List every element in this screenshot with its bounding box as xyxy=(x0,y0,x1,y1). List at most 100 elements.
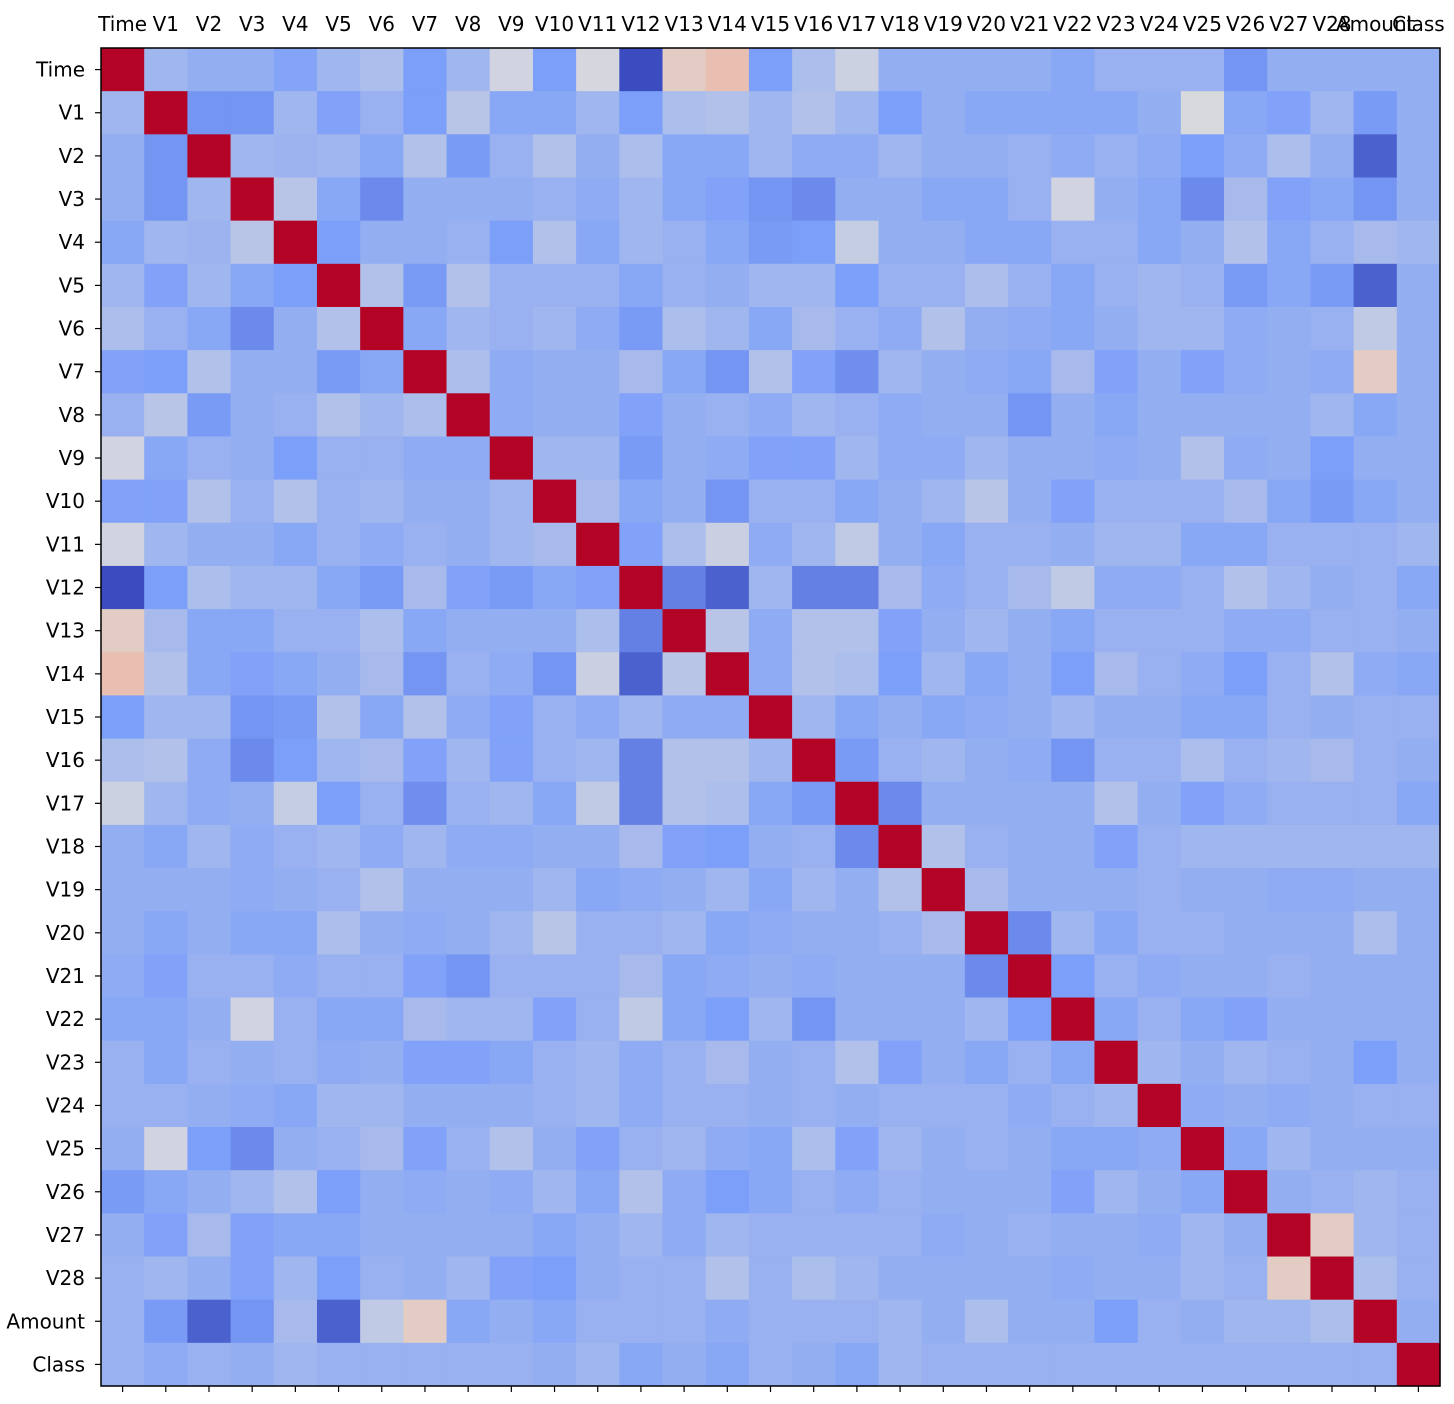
heatmap-cell-V23-V2 xyxy=(187,1040,232,1085)
heatmap-cell-V7-V24 xyxy=(1137,350,1182,394)
heatmap-cell-V16-V9 xyxy=(489,738,534,783)
heatmap-cell-V10-Amount xyxy=(1353,479,1398,524)
x-tick-label-Time: Time xyxy=(97,12,147,36)
heatmap-cell-V2-V12 xyxy=(619,134,664,179)
heatmap-cell-V27-V13 xyxy=(662,1213,707,1258)
heatmap-cell-V21-V8 xyxy=(446,954,491,999)
heatmap-cell-Amount-V25 xyxy=(1180,1299,1225,1344)
heatmap-cell-V16-V28 xyxy=(1310,738,1355,783)
heatmap-cell-V10-V14 xyxy=(705,479,750,524)
heatmap-cell-V22-V10 xyxy=(532,997,577,1042)
heatmap-cell-V6-V8 xyxy=(446,306,491,351)
heatmap-cell-V11-V18 xyxy=(878,522,923,567)
heatmap-cell-V8-Class xyxy=(1396,393,1441,438)
x-tick-label-V25: V25 xyxy=(1183,12,1222,36)
heatmap-cell-V17-V19 xyxy=(921,781,966,826)
heatmap-cell-V19-V17 xyxy=(835,868,880,912)
heatmap-cell-V17-V14 xyxy=(705,781,750,826)
heatmap-cell-V7-V2 xyxy=(187,350,232,394)
y-tick-label-V22: V22 xyxy=(46,1007,85,1031)
heatmap-cell-V12-V27 xyxy=(1267,565,1312,610)
heatmap-cell-V11-V12 xyxy=(619,522,664,567)
y-tick-label-V6: V6 xyxy=(59,317,85,341)
heatmap-cell-V22-V2 xyxy=(187,997,232,1042)
heatmap-cell-V7-V4 xyxy=(273,350,318,394)
heatmap-cell-V25-V26 xyxy=(1224,1127,1268,1171)
heatmap-cell-V28-V20 xyxy=(964,1256,1009,1301)
heatmap-cell-V7-V3 xyxy=(230,350,275,394)
heatmap-cell-V25-V24 xyxy=(1137,1127,1182,1171)
heatmap-cell-V27-Class xyxy=(1396,1213,1441,1258)
heatmap-cell-V9-V11 xyxy=(576,436,620,481)
heatmap-cell-V14-Amount xyxy=(1353,652,1398,697)
heatmap-cell-V9-V2 xyxy=(187,436,232,481)
heatmap-cell-V20-V12 xyxy=(619,911,664,955)
heatmap-cell-V6-V22 xyxy=(1051,306,1096,351)
heatmap-cell-V26-V11 xyxy=(576,1170,620,1214)
heatmap-cell-V5-Class xyxy=(1396,263,1441,308)
heatmap-cell-V3-V3 xyxy=(230,177,275,222)
heatmap-cell-V1-V2 xyxy=(187,91,232,135)
heatmap-cell-V12-V6 xyxy=(360,565,404,610)
heatmap-cell-V23-V15 xyxy=(748,1040,793,1085)
heatmap-cell-V2-V26 xyxy=(1224,134,1268,179)
heatmap-cell-V24-V3 xyxy=(230,1083,275,1128)
heatmap-cell-V8-V13 xyxy=(662,393,707,438)
heatmap-cell-V19-V21 xyxy=(1008,868,1052,912)
heatmap-cell-V2-V16 xyxy=(792,134,836,179)
heatmap-cell-V5-V8 xyxy=(446,263,491,308)
heatmap-cell-V17-V3 xyxy=(230,781,275,826)
heatmap-cell-Time-V6 xyxy=(360,48,404,92)
y-tick-label-V11: V11 xyxy=(46,532,85,556)
heatmap-cell-V14-V10 xyxy=(532,652,577,697)
x-tick-label-V22: V22 xyxy=(1053,12,1092,36)
heatmap-cell-V11-V16 xyxy=(792,522,836,567)
heatmap-cell-Time-V22 xyxy=(1051,48,1096,92)
heatmap-cell-V9-V22 xyxy=(1051,436,1096,481)
y-tick-label-V23: V23 xyxy=(46,1050,85,1074)
heatmap-cell-V20-V28 xyxy=(1310,911,1355,955)
heatmap-cell-V8-V20 xyxy=(964,393,1009,438)
heatmap-cell-V21-V19 xyxy=(921,954,966,999)
heatmap-cell-Class-V14 xyxy=(705,1342,750,1387)
heatmap-cell-V27-V7 xyxy=(403,1213,448,1258)
heatmap-cell-V4-V10 xyxy=(532,220,577,265)
heatmap-cell-V2-V2 xyxy=(187,134,232,179)
heatmap-cell-V14-V23 xyxy=(1094,652,1139,697)
heatmap-cell-V6-V3 xyxy=(230,306,275,351)
heatmap-cell-V5-V25 xyxy=(1180,263,1225,308)
heatmap-cell-Amount-V12 xyxy=(619,1299,664,1344)
heatmap-cell-V18-V17 xyxy=(835,824,880,869)
heatmap-cell-V1-V11 xyxy=(576,91,620,135)
heatmap-cell-V25-V11 xyxy=(576,1127,620,1171)
heatmap-cell-V2-V25 xyxy=(1180,134,1225,179)
heatmap-cell-V26-V12 xyxy=(619,1170,664,1214)
heatmap-cell-Amount-V26 xyxy=(1224,1299,1268,1344)
heatmap-cell-V3-V18 xyxy=(878,177,923,222)
heatmap-cell-V3-V28 xyxy=(1310,177,1355,222)
heatmap-cell-V24-V26 xyxy=(1224,1083,1268,1128)
heatmap-cell-V16-V2 xyxy=(187,738,232,783)
x-tick-label-V18: V18 xyxy=(881,12,920,36)
heatmap-cell-V24-V6 xyxy=(360,1083,404,1128)
heatmap-cell-V13-V16 xyxy=(792,609,836,653)
heatmap-cell-V22-V20 xyxy=(964,997,1009,1042)
heatmap-cell-V10-V5 xyxy=(316,479,361,524)
heatmap-cell-V13-Class xyxy=(1396,609,1441,653)
heatmap-cell-V4-V26 xyxy=(1224,220,1268,265)
heatmap-cell-V19-V26 xyxy=(1224,868,1268,912)
heatmap-cell-V8-V7 xyxy=(403,393,448,438)
heatmap-cell-V22-V25 xyxy=(1180,997,1225,1042)
x-tick-label-V8: V8 xyxy=(455,12,481,36)
heatmap-cell-V9-V8 xyxy=(446,436,491,481)
heatmap-cell-V22-V5 xyxy=(316,997,361,1042)
heatmap-cell-V8-V16 xyxy=(792,393,836,438)
y-tick-label-V24: V24 xyxy=(46,1093,85,1117)
heatmap-cell-V17-V21 xyxy=(1008,781,1052,826)
heatmap-cell-V11-Time xyxy=(101,522,145,567)
heatmap-cell-Class-V12 xyxy=(619,1342,664,1387)
heatmap-cell-V17-V13 xyxy=(662,781,707,826)
heatmap-cell-V22-V8 xyxy=(446,997,491,1042)
heatmap-cell-V22-V13 xyxy=(662,997,707,1042)
heatmap-cell-V20-Amount xyxy=(1353,911,1398,955)
